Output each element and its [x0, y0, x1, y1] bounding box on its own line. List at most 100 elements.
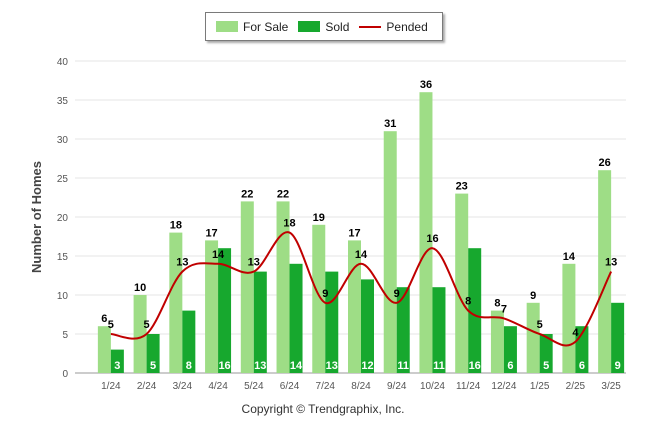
x-tick-label: 9/24: [387, 381, 407, 392]
data-label-for-sale: 10: [134, 282, 146, 294]
bar-sold: [110, 349, 124, 373]
data-label-sold: 13: [254, 360, 266, 372]
data-label-sold: 12: [361, 360, 373, 372]
x-tick-label: 1/24: [101, 381, 121, 392]
data-label-sold: 11: [433, 360, 445, 372]
x-tick-label: 6/24: [280, 381, 300, 392]
legend-line-pended: [359, 25, 382, 28]
data-label-pended: 13: [605, 257, 617, 269]
y-tick-label: 25: [57, 174, 69, 185]
bar-sold: [611, 302, 625, 373]
bar-for-sale: [240, 201, 254, 373]
x-tick-label: 1/25: [530, 381, 550, 392]
data-label-pended: 9: [322, 288, 328, 300]
y-tick-label: 15: [57, 252, 69, 263]
legend-item-sold[interactable]: Sold: [298, 20, 349, 34]
legend-swatch-for-sale: [216, 21, 238, 32]
data-label-pended: 5: [108, 319, 114, 331]
data-label-pended: 14: [212, 249, 225, 261]
data-label-for-sale: 22: [241, 188, 253, 200]
data-label-sold: 13: [326, 360, 338, 372]
bar-sold: [182, 310, 196, 373]
bar-for-sale: [490, 310, 504, 373]
legend-item-pended[interactable]: Pended: [359, 19, 428, 34]
data-label-for-sale: 19: [313, 212, 325, 224]
bar-for-sale: [383, 131, 397, 373]
x-tick-label: 2/24: [137, 381, 157, 392]
data-label-for-sale: 31: [384, 118, 396, 130]
bar-sold: [325, 271, 339, 373]
bar-sold: [539, 334, 553, 373]
data-label-pended: 4: [572, 327, 579, 339]
y-tick-label: 30: [57, 135, 69, 146]
data-label-sold: 16: [469, 360, 481, 372]
data-label-pended: 18: [283, 218, 295, 230]
data-label-for-sale: 8: [494, 298, 500, 310]
bar-for-sale: [205, 240, 219, 373]
bar-sold: [468, 248, 482, 373]
data-label-for-sale: 9: [530, 290, 536, 302]
chart-legend: For Sale Sold Pended: [205, 12, 443, 41]
data-label-sold: 8: [186, 360, 192, 372]
data-label-pended: 14: [355, 249, 368, 261]
y-tick-label: 35: [57, 96, 69, 107]
data-label-pended: 16: [426, 233, 438, 245]
data-label-for-sale: 36: [420, 79, 432, 91]
bar-for-sale: [562, 263, 576, 373]
bar-sold: [432, 287, 446, 373]
data-label-pended: 9: [394, 288, 400, 300]
bar-for-sale: [97, 326, 111, 373]
data-label-for-sale: 17: [348, 227, 360, 239]
bar-for-sale: [419, 92, 433, 373]
bar-for-sale: [133, 295, 147, 373]
bar-for-sale: [169, 232, 183, 373]
bar-sold: [361, 279, 374, 373]
bar-sold: [503, 326, 517, 373]
bar-for-sale: [598, 170, 612, 373]
y-tick-label: 5: [62, 330, 68, 341]
data-label-for-sale: 14: [563, 251, 576, 263]
data-label-sold: 5: [150, 360, 156, 372]
data-label-pended: 7: [501, 303, 507, 315]
bar-for-sale: [526, 302, 540, 373]
data-label-for-sale: 22: [277, 188, 289, 200]
x-tick-label: 10/24: [420, 381, 445, 392]
data-label-for-sale: 23: [456, 181, 468, 193]
legend-label-for-sale: For Sale: [243, 19, 289, 34]
legend-label-pended: Pended: [386, 19, 428, 34]
x-tick-label: 12/24: [491, 381, 516, 392]
data-label-pended: 5: [537, 319, 543, 331]
data-label-sold: 6: [579, 360, 585, 372]
data-label-sold: 11: [397, 360, 409, 372]
legend-label-sold: Sold: [325, 19, 350, 34]
data-label-pended: 5: [144, 319, 150, 331]
bar-sold: [218, 248, 232, 373]
x-tick-label: 11/24: [456, 381, 481, 392]
data-label-for-sale: 26: [599, 157, 611, 169]
series-line-pended: [110, 231, 613, 347]
data-label-sold: 9: [615, 360, 621, 372]
data-label-sold: 5: [543, 360, 549, 372]
x-tick-label: 3/25: [601, 381, 621, 392]
bar-sold: [396, 287, 410, 373]
x-tick-label: 3/24: [173, 381, 193, 392]
data-label-sold: 16: [218, 360, 230, 372]
bar-sold: [253, 271, 267, 373]
data-label-for-sale: 17: [205, 227, 217, 239]
data-label-sold: 3: [114, 360, 120, 372]
x-tick-label: 5/24: [244, 381, 264, 392]
data-label-for-sale: 18: [170, 220, 182, 232]
data-label-pended: 8: [465, 296, 471, 308]
x-tick-label: 8/24: [351, 381, 371, 392]
bar-for-sale: [276, 201, 290, 373]
legend-swatch-sold: [298, 21, 321, 32]
x-tick-label: 7/24: [316, 381, 336, 392]
x-tick-label: 2/25: [566, 381, 586, 392]
data-label-sold: 14: [290, 360, 303, 372]
data-label-sold: 6: [507, 360, 513, 372]
legend-item-for-sale[interactable]: For Sale: [216, 20, 288, 34]
x-tick-label: 4/24: [208, 381, 228, 392]
y-tick-label: 0: [62, 369, 68, 380]
bar-sold: [289, 263, 303, 373]
